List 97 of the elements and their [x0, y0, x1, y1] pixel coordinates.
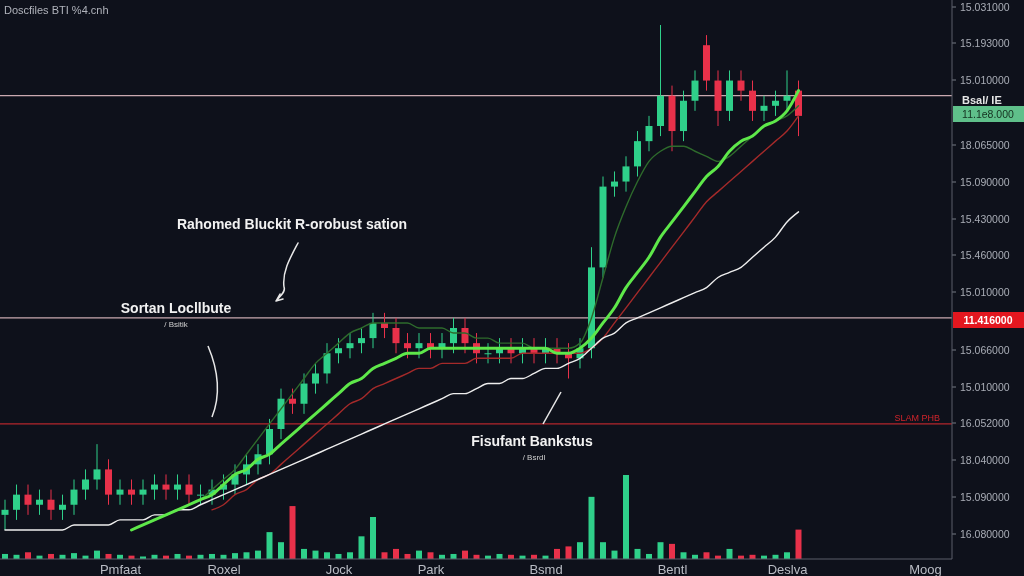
- candlestick: [174, 473, 181, 501]
- candlestick: [116, 479, 124, 506]
- candlestick: [70, 479, 78, 516]
- bar: [623, 475, 629, 559]
- text: 15.010000: [960, 74, 1010, 86]
- candlestick: [185, 473, 193, 506]
- bar: [289, 506, 296, 559]
- text: 11.416000: [963, 314, 1013, 326]
- bar: [266, 532, 273, 559]
- x-tick-label: Bentl: [657, 562, 688, 576]
- candlestick: [392, 317, 400, 354]
- candlestick: [151, 473, 158, 501]
- bar: [25, 552, 31, 559]
- x-tick-label: Roxel: [207, 562, 241, 576]
- candlestick: [772, 90, 779, 117]
- text: 18.065000: [960, 139, 1010, 151]
- text: 15.460000: [960, 249, 1010, 261]
- bar: [347, 552, 353, 559]
- candlestick: [323, 342, 331, 385]
- x-tick-label: Moog: [909, 562, 942, 576]
- candlestick: [369, 312, 377, 349]
- candlestick: [139, 479, 147, 506]
- candlestick: [691, 69, 699, 112]
- bar: [795, 529, 802, 559]
- bar: [370, 517, 376, 559]
- candlestick: [13, 484, 20, 521]
- text: 15.010000: [960, 286, 1010, 298]
- candlestick: [415, 332, 423, 359]
- candlestick: [1, 499, 9, 531]
- candlestick: [36, 489, 43, 516]
- bar: [427, 552, 434, 559]
- x-tick-label: Deslva: [767, 562, 809, 576]
- x-tick-label: Pmfaat: [99, 562, 142, 576]
- text: 15.066000: [960, 344, 1010, 356]
- bar: [634, 548, 641, 559]
- text: 15.090000: [960, 491, 1010, 503]
- candlestick: [162, 473, 170, 501]
- candlestick: [645, 115, 653, 152]
- ref-line-label: SLAM PHB: [894, 412, 940, 423]
- candlestick: [358, 327, 365, 354]
- candlestick: [82, 468, 89, 501]
- bar: [680, 552, 687, 559]
- candlestick: [47, 489, 55, 521]
- bar: [565, 546, 572, 559]
- bar: [784, 552, 790, 559]
- bar: [278, 542, 284, 559]
- chart-title: Doscfiles BTI %4.cnh: [4, 4, 109, 16]
- text: 15.010000: [960, 381, 1010, 393]
- candlestick: [346, 332, 354, 359]
- annotation: Rahomed Bluckit R-orobust sation: [176, 216, 408, 232]
- text: 18.040000: [960, 454, 1010, 466]
- text: 15.031000: [960, 1, 1010, 13]
- x-tick-label: Bsmd: [529, 562, 563, 576]
- candlestick: [300, 372, 308, 415]
- ref-line-label: Bsal/ IE: [962, 93, 1002, 106]
- text: 15.090000: [960, 176, 1010, 188]
- annotation: / Bsrdl: [522, 453, 546, 462]
- candlestick: [404, 332, 411, 359]
- candlestick: [737, 69, 745, 102]
- bar: [393, 548, 399, 559]
- annotation: Sortan Locllbute: [120, 300, 232, 316]
- bar: [381, 552, 388, 559]
- bar: [600, 542, 606, 559]
- candlestick: [93, 443, 101, 491]
- candlestick: [312, 362, 319, 395]
- text: 16.080000: [960, 528, 1010, 540]
- bar: [301, 548, 307, 559]
- bar: [726, 548, 733, 559]
- candlestick: [335, 337, 342, 364]
- bar: [703, 552, 710, 559]
- text: 16.052000: [960, 417, 1010, 429]
- bar: [657, 542, 664, 559]
- candlestick: [289, 388, 296, 415]
- bar: [324, 552, 330, 559]
- annotation: / Bsitik: [164, 320, 189, 329]
- bar: [577, 542, 583, 559]
- annotation: Fisufant Bankstus: [471, 433, 593, 449]
- candlestick: [59, 494, 66, 521]
- x-tick-label: Jock: [325, 562, 353, 576]
- candlestick: [24, 484, 32, 516]
- candlestick: [197, 484, 204, 506]
- bar: [669, 543, 675, 559]
- candlestick: [128, 479, 135, 506]
- x-tick-label: Park: [417, 562, 445, 576]
- text: 11.1e8.000: [962, 108, 1015, 120]
- text: 15.193000: [960, 37, 1010, 49]
- candlestick: [749, 80, 756, 122]
- bar: [588, 496, 595, 559]
- bar: [554, 548, 560, 559]
- candlestick: [484, 342, 492, 364]
- text: 15.430000: [960, 213, 1010, 225]
- bar: [358, 536, 365, 559]
- candlestick: [760, 95, 768, 122]
- bar: [243, 552, 250, 559]
- candlestick: [783, 69, 791, 112]
- candlestick: [622, 155, 630, 193]
- candlestick: [611, 170, 618, 198]
